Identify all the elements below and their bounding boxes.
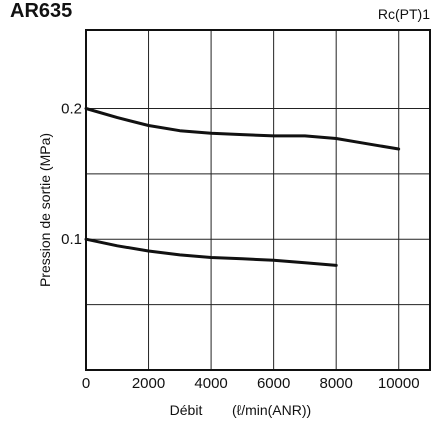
chart-title: AR635 bbox=[10, 0, 73, 22]
series-line-1 bbox=[84, 107, 401, 151]
x-axis-unit: (ℓ/min(ANR)) bbox=[232, 402, 311, 418]
series-line-2 bbox=[84, 237, 338, 267]
x-tick-label: 6000 bbox=[257, 375, 290, 392]
x-tick-label: 2000 bbox=[132, 375, 165, 392]
y-axis-label: Pression de sortie (MPa) bbox=[37, 133, 53, 287]
y-tick-label: 0.1 bbox=[61, 231, 82, 248]
x-tick-label: 4000 bbox=[194, 375, 227, 392]
tick-labels: 0 2000 4000 6000 8000 10000 0.1 0.2 bbox=[61, 100, 419, 392]
x-tick-label: 0 bbox=[82, 375, 90, 392]
y-tick-label: 0.2 bbox=[61, 100, 82, 117]
curves bbox=[84, 107, 401, 267]
plot-frame bbox=[85, 29, 431, 371]
grid-lines bbox=[86, 30, 430, 370]
x-tick-label: 10000 bbox=[378, 375, 420, 392]
x-axis-label: Débit bbox=[170, 402, 203, 418]
port-size-label: Rc(PT)1 bbox=[377, 6, 430, 22]
x-tick-label: 8000 bbox=[319, 375, 352, 392]
